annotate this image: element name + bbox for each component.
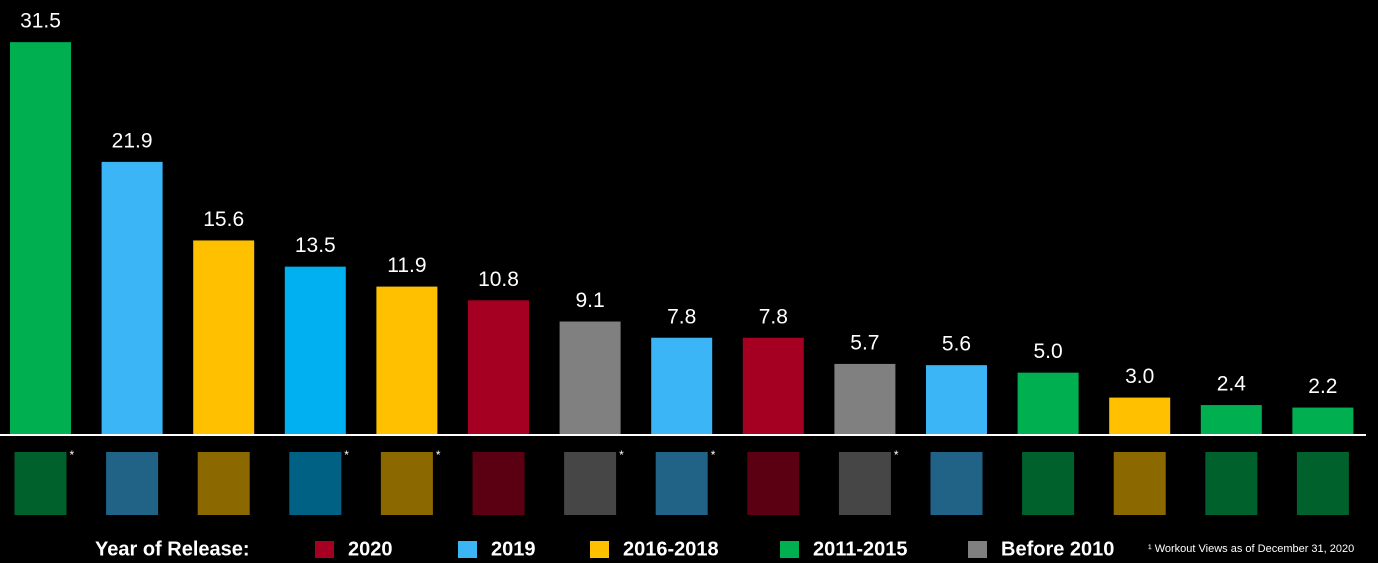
value-label: 15.6 — [203, 208, 244, 231]
legend-swatch — [458, 541, 477, 558]
bar — [742, 337, 804, 435]
program-thumbnail — [472, 452, 525, 515]
bar — [559, 321, 621, 435]
program-thumbnail — [1113, 452, 1166, 515]
value-label: 5.6 — [942, 333, 971, 356]
bar — [834, 363, 896, 435]
value-label: 7.8 — [667, 305, 696, 328]
value-label: 2.2 — [1308, 375, 1337, 398]
legend-label: 2019 — [491, 538, 536, 560]
program-thumbnail — [747, 452, 800, 515]
legend-swatch — [315, 541, 334, 558]
bar — [1292, 407, 1354, 435]
program-thumbnail — [1205, 452, 1258, 515]
legend-swatch — [590, 541, 609, 558]
asterisk: * — [344, 448, 349, 462]
asterisk: * — [711, 448, 716, 462]
bar — [376, 286, 438, 435]
legend-label: 2020 — [348, 538, 393, 560]
bar — [101, 161, 163, 435]
program-thumbnail — [289, 452, 342, 515]
value-label: 3.0 — [1125, 365, 1154, 388]
bar — [10, 42, 71, 435]
program-thumbnail — [380, 452, 433, 515]
asterisk: * — [436, 448, 441, 462]
value-label: 10.8 — [478, 268, 519, 291]
program-thumbnail — [564, 452, 617, 515]
legend-title: Year of Release: — [95, 538, 250, 560]
value-label: 5.0 — [1033, 340, 1062, 363]
bar — [284, 266, 346, 435]
asterisk: * — [894, 448, 899, 462]
program-thumbnail — [930, 452, 983, 515]
value-label: 13.5 — [295, 234, 336, 257]
legend-label: 2016-2018 — [623, 538, 719, 560]
legend-swatch — [780, 541, 799, 558]
value-label: 2.4 — [1217, 373, 1247, 396]
program-thumbnail — [838, 452, 891, 515]
program-thumbnail — [14, 452, 67, 515]
asterisk: * — [619, 448, 624, 462]
value-label: 21.9 — [112, 129, 153, 152]
value-label: 11.9 — [387, 254, 426, 277]
program-thumbnail — [106, 452, 159, 515]
value-label: 31.5 — [20, 10, 61, 33]
value-label: 5.7 — [850, 331, 879, 354]
program-thumbnail — [197, 452, 250, 515]
bar — [1109, 397, 1171, 435]
bar — [193, 240, 255, 435]
bar — [1017, 372, 1079, 435]
legend-swatch — [968, 541, 987, 558]
program-thumbnail — [655, 452, 708, 515]
legend-label: 2011-2015 — [813, 538, 908, 560]
bar — [926, 365, 987, 435]
bar — [1200, 405, 1262, 435]
program-thumbnail — [1022, 452, 1075, 515]
legend-label: Before 2010 — [1001, 538, 1114, 560]
footnote: ¹ Workout Views as of December 31, 2020 — [1148, 543, 1354, 555]
bar — [651, 337, 713, 435]
value-label: 7.8 — [759, 305, 788, 328]
program-thumbnail — [1296, 452, 1349, 515]
asterisk: * — [70, 448, 75, 462]
bar — [468, 300, 529, 435]
value-label: 9.1 — [575, 289, 604, 312]
